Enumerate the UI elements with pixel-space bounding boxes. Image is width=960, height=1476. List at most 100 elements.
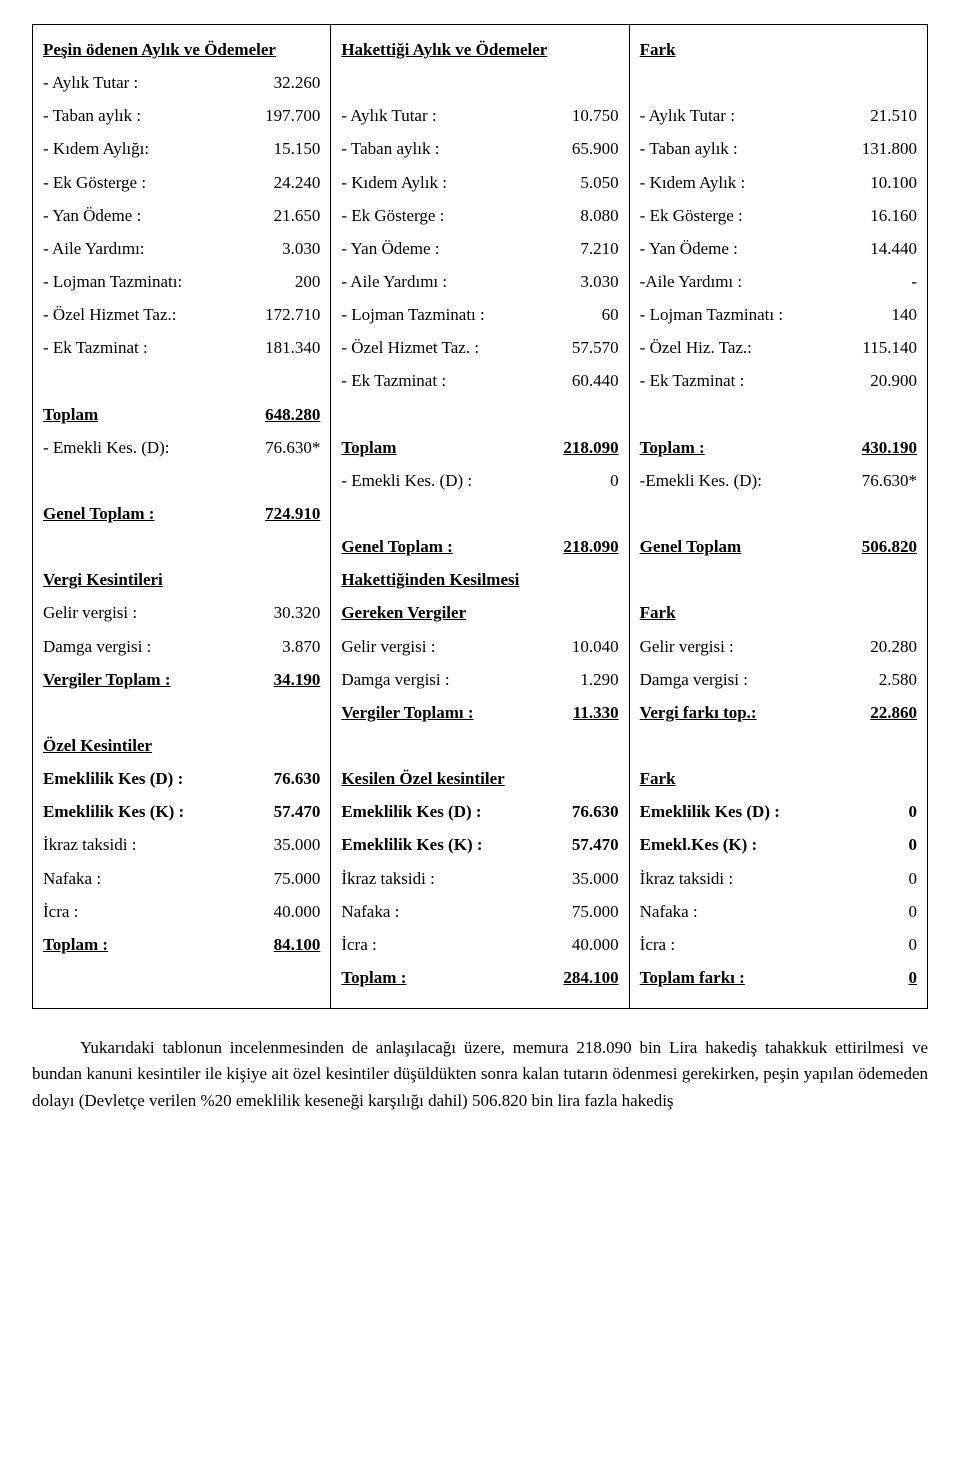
line-item: Damga vergisi :3.870 — [43, 630, 320, 663]
line-value: 76.630 — [274, 762, 321, 795]
line-value: 76.630 — [572, 795, 619, 828]
line-value: 35.000 — [274, 828, 321, 861]
line-item: - Aylık Tutar :32.260 — [43, 66, 320, 99]
line-value: 3.870 — [282, 630, 320, 663]
line-label: Emeklilik Kes (K) : — [43, 795, 184, 828]
line-value: 35.000 — [572, 862, 619, 895]
line-item: - Yan Ödeme :7.210 — [341, 232, 618, 265]
line-value: 0 — [909, 862, 918, 895]
line-item: - Ek Tazminat :60.440 — [341, 364, 618, 397]
line-label: Emeklilik Kes (D) : — [43, 762, 183, 795]
line-label: - Ek Gösterge : — [640, 199, 743, 232]
line-item: - Ek Tazminat : 20.900 — [640, 364, 917, 397]
line-label: - Özel Hizmet Taz.: — [43, 298, 177, 331]
line-label: İkraz taksidi : — [43, 828, 136, 861]
line-value: 197.700 — [265, 99, 320, 132]
line-item: Emeklilik Kes (K) :57.470 — [341, 828, 618, 861]
col3-ozel-top: Toplam farkı : 0 — [640, 961, 917, 994]
col1-ozel-top: Toplam : 84.100 — [43, 928, 320, 961]
line-label: - Taban aylık : — [640, 132, 738, 165]
line-value: 181.340 — [265, 331, 320, 364]
col-pesin: Peşin ödenen Aylık ve Ödemeler - Aylık T… — [33, 25, 331, 1009]
line-label: - Aile Yardımı: — [43, 232, 145, 265]
col3-ozel: Emeklilik Kes (D) :0Emekl.Kes (K) :0İkra… — [640, 795, 917, 961]
col1-ozel: Emeklilik Kes (D) :76.630Emeklilik Kes (… — [43, 762, 320, 928]
col2-subhdr1: Hakettiğinden Kesilmesi — [341, 563, 618, 596]
col3-vergi-hdr: Fark — [640, 596, 917, 629]
line-item: Emeklilik Kes (D) : 76.630 — [43, 762, 320, 795]
col2-ozel: Emeklilik Kes (D) :76.630Emeklilik Kes (… — [341, 795, 618, 961]
line-label: - Ek Gösterge : — [43, 166, 146, 199]
line-label: - Lojman Tazminatı: — [43, 265, 182, 298]
line-label: - Ek Gösterge : — [341, 199, 444, 232]
line-label: - Taban aylık : — [341, 132, 439, 165]
line-value: 15.150 — [274, 132, 321, 165]
line-label: - Aylık Tutar : — [341, 99, 436, 132]
line-label: - Ek Tazminat : — [640, 364, 745, 397]
line-label: -Aile Yardımı : — [640, 265, 742, 298]
line-item: - Özel Hizmet Taz.:172.710 — [43, 298, 320, 331]
line-label: Damga vergisi : — [640, 663, 748, 696]
col2-toplam: Toplam 218.090 — [341, 431, 618, 464]
line-value: 32.260 — [274, 66, 321, 99]
line-value: 10.750 — [572, 99, 619, 132]
col-haketti: Hakettiği Aylık ve Ödemeler - Aylık Tuta… — [331, 25, 629, 1009]
line-label: Emeklilik Kes (K) : — [341, 828, 482, 861]
line-item: Damga vergisi :2.580 — [640, 663, 917, 696]
line-value: 60 — [602, 298, 619, 331]
line-label: - Kıdem Aylık : — [640, 166, 746, 199]
line-value: 40.000 — [572, 928, 619, 961]
line-value: 20.900 — [870, 364, 917, 397]
line-value: 75.000 — [274, 862, 321, 895]
col3-genel: Genel Toplam 506.820 — [640, 530, 917, 563]
line-label: İkraz taksidi : — [640, 862, 733, 895]
footer-text: Yukarıdaki tablonun incelenmesinden de a… — [32, 1038, 928, 1110]
line-item: -Aile Yardımı :- — [640, 265, 917, 298]
line-item: İkraz taksidi : 0 — [640, 862, 917, 895]
col1-header: Peşin ödenen Aylık ve Ödemeler — [43, 33, 320, 66]
line-label: - Taban aylık : — [43, 99, 141, 132]
line-value: 140 — [892, 298, 918, 331]
col1-genel: Genel Toplam : 724.910 — [43, 497, 320, 530]
col1-vergi-hdr: Vergi Kesintileri — [43, 563, 320, 596]
line-item: İcra :0 — [640, 928, 917, 961]
line-item: - Taban aylık : 65.900 — [341, 132, 618, 165]
line-item: - Ek Gösterge : 8.080 — [341, 199, 618, 232]
col2-header: Hakettiği Aylık ve Ödemeler — [341, 33, 618, 66]
col1-ozel-hdr: Özel Kesintiler — [43, 729, 320, 762]
line-label: Emeklilik Kes (D) : — [640, 795, 780, 828]
line-item: Nafaka :0 — [640, 895, 917, 928]
payroll-table: Peşin ödenen Aylık ve Ödemeler - Aylık T… — [32, 24, 928, 1009]
line-label: İkraz taksidi : — [341, 862, 434, 895]
col1-toplam: Toplam 648.280 — [43, 398, 320, 431]
line-value: 16.160 — [870, 199, 917, 232]
col2-ozel-hdr: Kesilen Özel kesintiler — [341, 762, 618, 795]
line-label: - Lojman Tazminatı : — [640, 298, 783, 331]
line-value: 5.050 — [580, 166, 618, 199]
line-item: Nafaka : 75.000 — [43, 862, 320, 895]
line-item: Emeklilik Kes (D) :0 — [640, 795, 917, 828]
line-item: - Aile Yardımı:3.030 — [43, 232, 320, 265]
col3-toplam: Toplam : 430.190 — [640, 431, 917, 464]
line-item: Gelir vergisi :20.280 — [640, 630, 917, 663]
col2-ozel-top: Toplam : 284.100 — [341, 961, 618, 994]
line-value: 8.080 — [580, 199, 618, 232]
line-label: Emekl.Kes (K) : — [640, 828, 758, 861]
line-label: - Özel Hiz. Taz.: — [640, 331, 752, 364]
line-label: İcra : — [341, 928, 376, 961]
line-item: - Özel Hiz. Taz.: 115.140 — [640, 331, 917, 364]
line-item: - Taban aylık :131.800 — [640, 132, 917, 165]
line-value: 0 — [909, 928, 918, 961]
line-item: - Ek Gösterge :24.240 — [43, 166, 320, 199]
line-label: - Yan Ödeme : — [341, 232, 439, 265]
col3-ozel-hdr: Fark — [640, 762, 917, 795]
line-value: 0 — [909, 895, 918, 928]
line-label: Nafaka : — [43, 862, 101, 895]
line-item: Emekl.Kes (K) :0 — [640, 828, 917, 861]
line-item: İkraz taksidi : 35.000 — [341, 862, 618, 895]
col3-vergi-top: Vergi farkı top.: 22.860 — [640, 696, 917, 729]
col2-vergi-top: Vergiler Toplamı : 11.330 — [341, 696, 618, 729]
line-label: - Lojman Tazminatı : — [341, 298, 484, 331]
line-value: 65.900 — [572, 132, 619, 165]
line-value: 115.140 — [862, 331, 917, 364]
